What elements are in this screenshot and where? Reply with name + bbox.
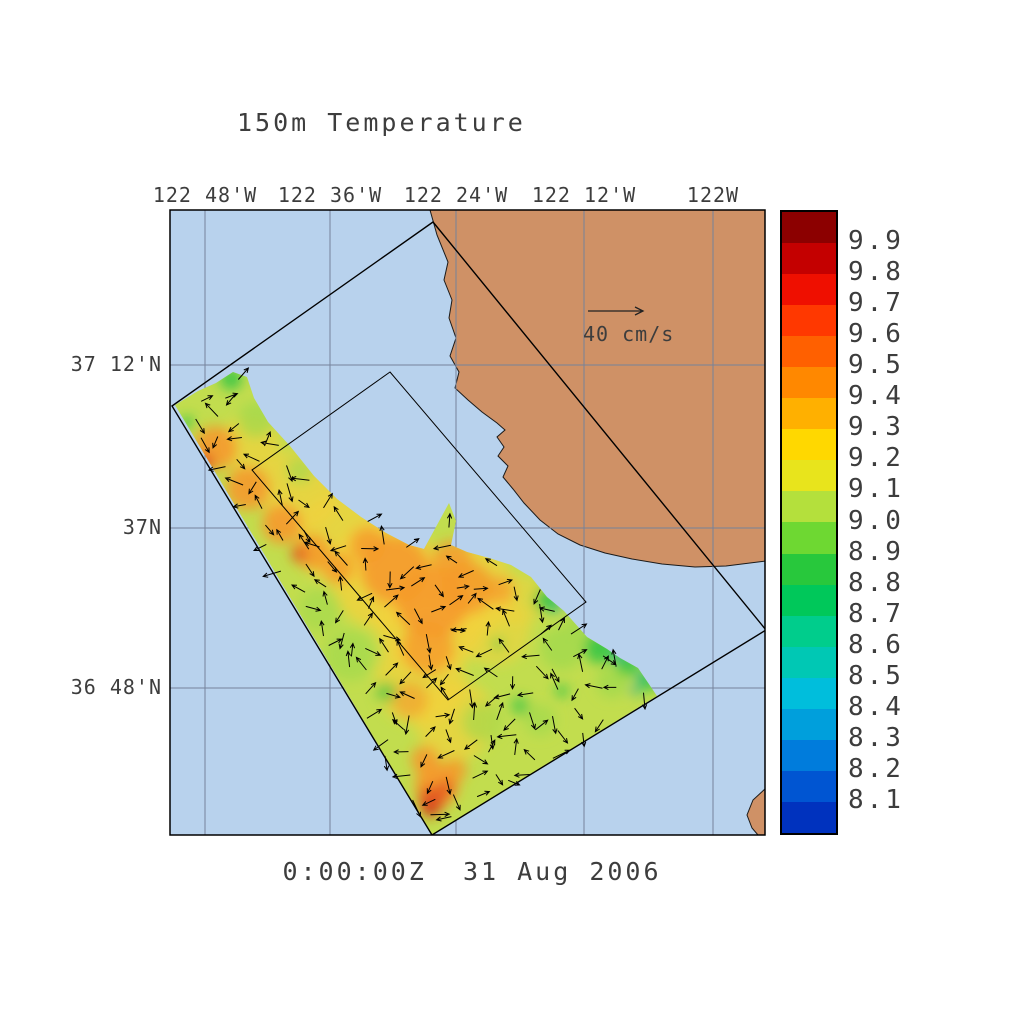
colorbar-band	[782, 739, 836, 771]
colorbar-tick-label: 8.4	[848, 691, 904, 722]
colorbar-band	[782, 274, 836, 306]
colorbar-tick-label: 8.5	[848, 660, 904, 691]
colorbar-band	[782, 336, 836, 368]
colorbar-band	[782, 615, 836, 647]
x-tick-label: 122 36'W	[277, 183, 383, 207]
timestamp: 0:00:00Z 31 Aug 2006	[282, 857, 662, 886]
x-tick-label: 122 24'W	[403, 183, 509, 207]
x-tick-label: 122 12'W	[531, 183, 637, 207]
vector-scale-label: 40 cm/s	[583, 322, 675, 346]
colorbar-band	[782, 553, 836, 585]
colorbar-tick-label: 9.4	[848, 381, 904, 412]
colorbar-band	[782, 460, 836, 492]
x-tick-label: 122W	[686, 183, 740, 207]
colorbar-band	[782, 646, 836, 678]
colorbar-tick-label: 8.7	[848, 598, 904, 629]
inner-domain-outline	[251, 371, 587, 701]
y-tick-label: 37 12'N	[70, 352, 162, 376]
land-coastline	[429, 210, 765, 568]
colorbar-tick-label: 9.0	[848, 505, 904, 536]
outer-domain-outline	[171, 221, 765, 835]
velocity-reference-arrow	[588, 306, 645, 316]
colorbar-band	[782, 429, 836, 461]
colorbar-band	[782, 677, 836, 709]
colorbar-tick-label: 8.8	[848, 567, 904, 598]
colorbar-band	[782, 801, 836, 833]
colorbar-tick-label: 9.3	[848, 412, 904, 443]
colorbar-tick-label: 8.1	[848, 784, 904, 815]
x-tick-label: 122 48'W	[152, 183, 258, 207]
land-south-point	[746, 788, 765, 835]
colorbar-band	[782, 367, 836, 399]
colorbar	[780, 210, 838, 835]
colorbar-tick-label: 9.2	[848, 443, 904, 474]
colorbar-tick-label: 8.6	[848, 629, 904, 660]
colorbar-tick-label: 8.2	[848, 753, 904, 784]
colorbar-tick-label: 9.8	[848, 257, 904, 288]
current-vectors	[195, 367, 648, 822]
colorbar-tick-label: 9.6	[848, 319, 904, 350]
colorbar-band	[782, 708, 836, 740]
colorbar-band	[782, 212, 836, 244]
colorbar-tick-label: 8.3	[848, 722, 904, 753]
plot-title: 150m Temperature	[237, 108, 526, 137]
colorbar-band	[782, 243, 836, 275]
colorbar-band	[782, 522, 836, 554]
colorbar-tick-label: 8.9	[848, 536, 904, 567]
colorbar-tick-label: 9.1	[848, 474, 904, 505]
colorbar-band	[782, 584, 836, 616]
colorbar-band	[782, 770, 836, 802]
colorbar-tick-label: 9.7	[848, 288, 904, 319]
y-tick-label: 37N	[122, 515, 162, 539]
colorbar-band	[782, 491, 836, 523]
colorbar-band	[782, 398, 836, 430]
colorbar-band	[782, 305, 836, 337]
colorbar-tick-label: 9.5	[848, 350, 904, 381]
y-tick-label: 36 48'N	[70, 675, 162, 699]
map-frame	[169, 209, 766, 836]
colorbar-tick-label: 9.9	[848, 226, 904, 257]
